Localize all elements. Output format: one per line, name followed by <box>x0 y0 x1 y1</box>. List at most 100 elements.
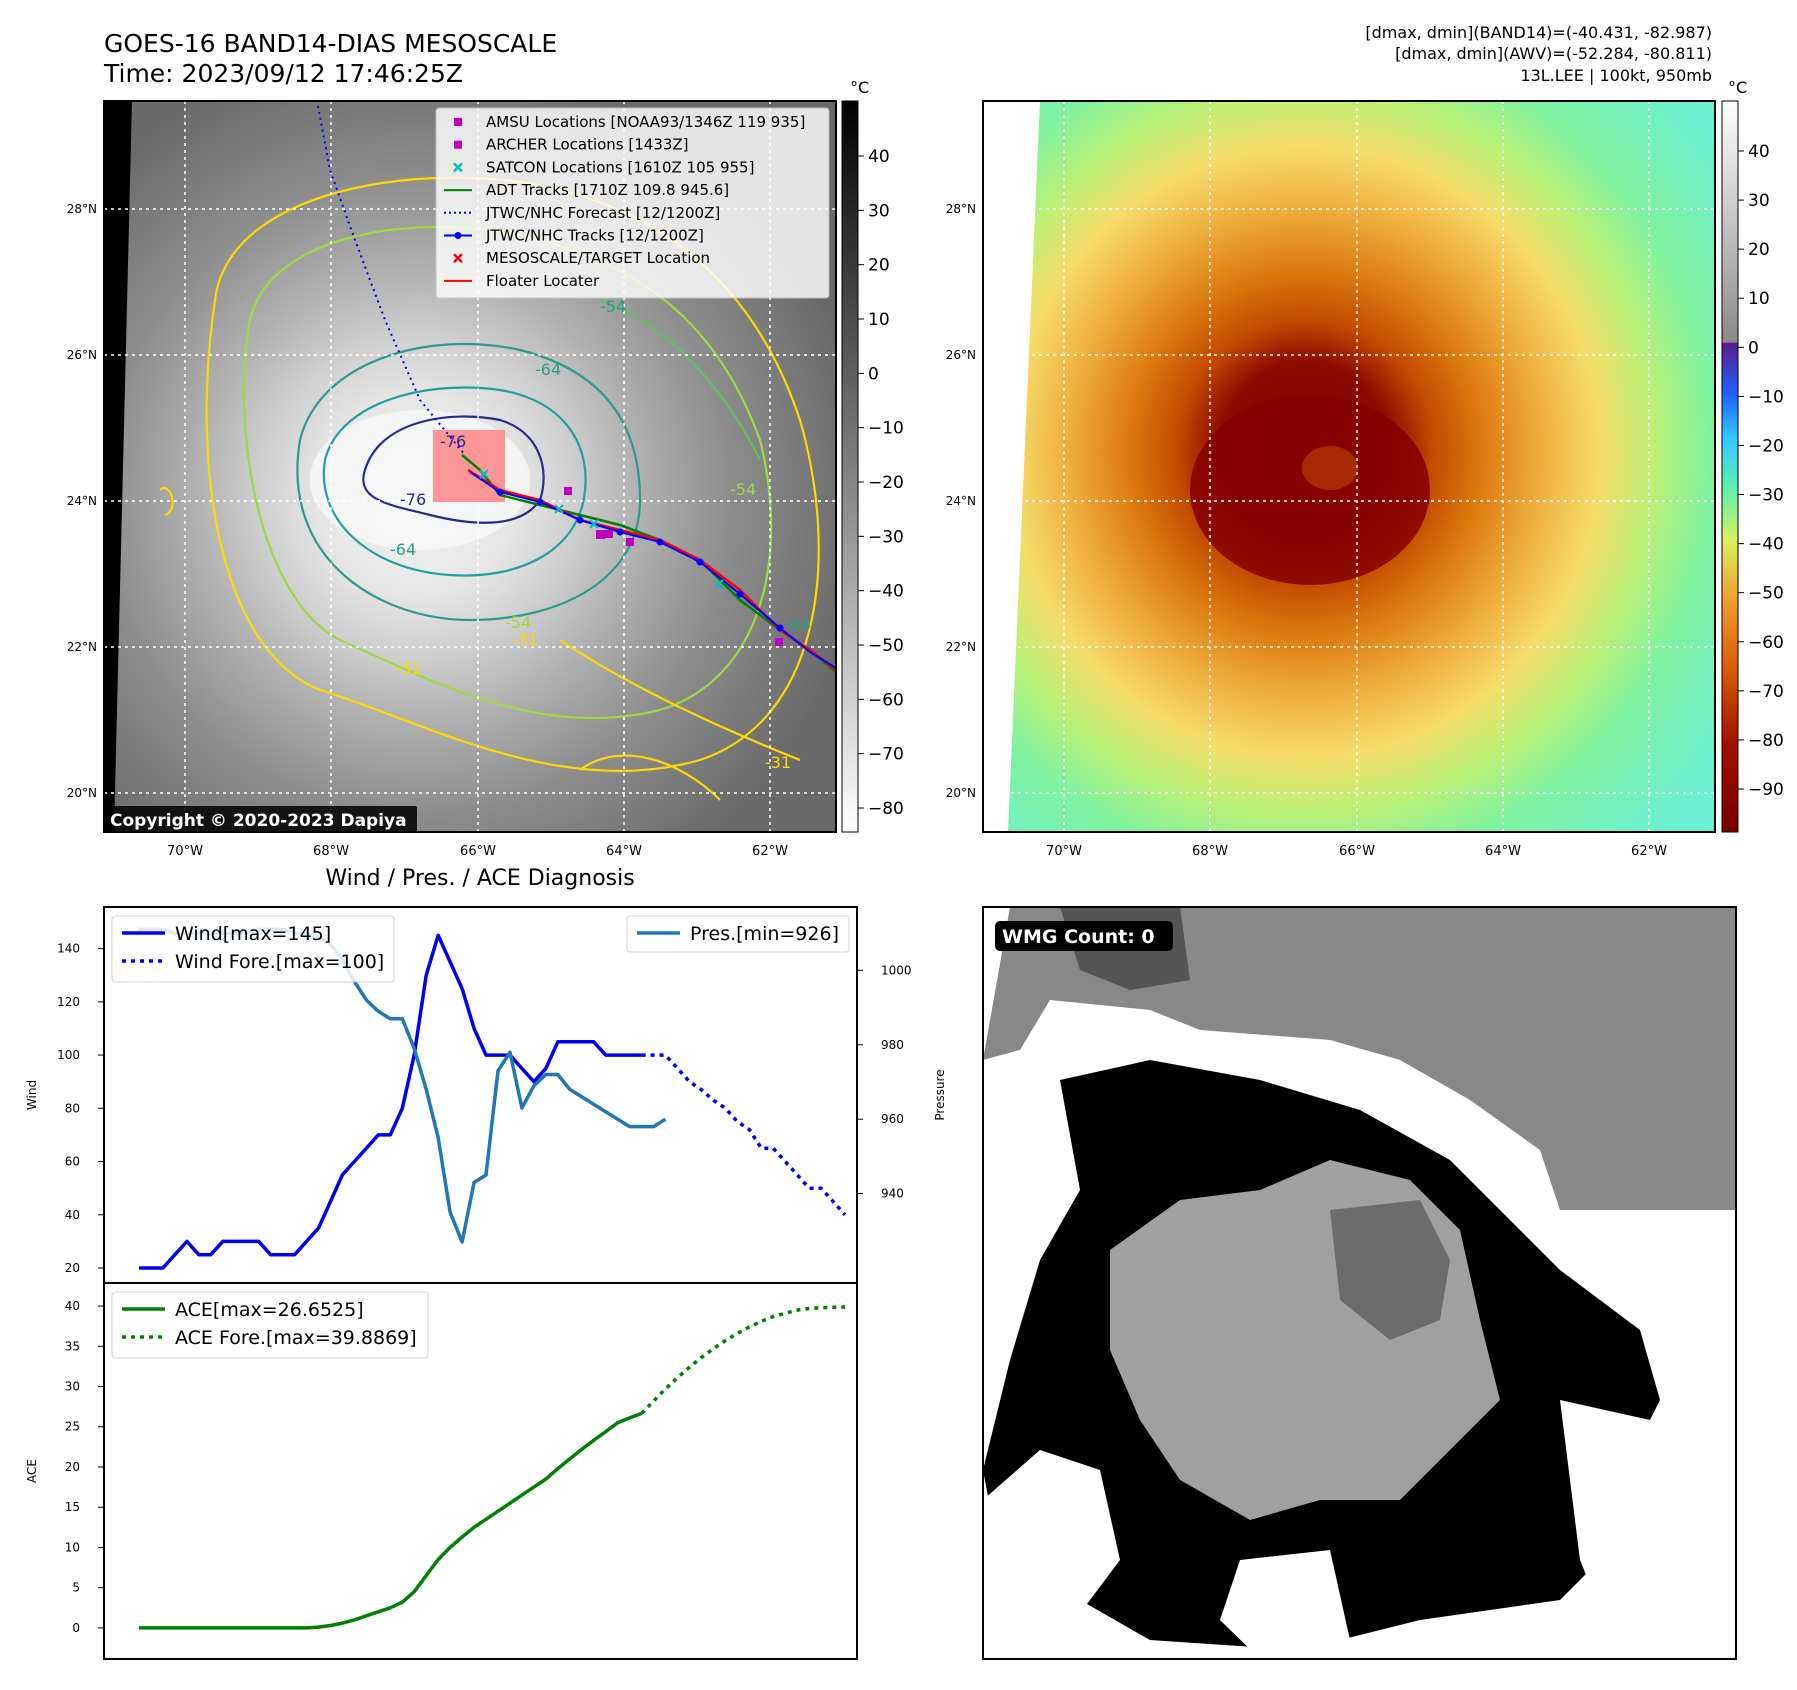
right-map-lat-label-4: 20°N <box>946 786 976 800</box>
windChart-ytick-label-6: 140 <box>57 942 80 956</box>
right-map-frame <box>982 100 1716 833</box>
windChart-y2tick-label-1: 960 <box>881 1112 904 1126</box>
left-map-lon-label-0: 70°W <box>167 844 203 859</box>
contour-label-3: -76 <box>400 490 426 509</box>
right-map-lon-label-0: 70°W <box>1046 844 1082 859</box>
right-colorbar-tick-label-3: 10 <box>1748 289 1770 309</box>
wmg-label: WMG Count: 0 <box>1002 926 1155 948</box>
right-colorbar-unit: °C <box>1728 78 1747 97</box>
eyewall-cold-region <box>1190 395 1430 585</box>
right-colorbar-tick-label-7: −30 <box>1748 486 1784 506</box>
aceChart-series-1 <box>640 1305 846 1415</box>
windChart-series-0 <box>139 933 642 1270</box>
jtwc-track-points <box>496 488 784 632</box>
stats-awv: [dmax, dmin](AWV)=(-52.284, -80.811) <box>1395 44 1712 63</box>
legend-label-2: SATCON Locations [1610Z 105 955] <box>486 158 754 176</box>
right-map-lon-label-4: 62°W <box>1631 844 1667 859</box>
right-colorbar-tick-label-12: −80 <box>1748 731 1784 751</box>
ace-legend: ACE[max=26.6525] ACE Fore.[max=39.8869] <box>111 1291 429 1359</box>
left-colorbar-unit: °C <box>850 78 869 97</box>
aceChart-ytick-label-7: 35 <box>65 1339 80 1353</box>
aceChart-ytick-label-5: 25 <box>65 1420 80 1434</box>
copyright-text: Copyright © 2020-2023 Dapiya <box>110 811 407 831</box>
aceChart-ytick-label-4: 20 <box>65 1460 80 1474</box>
right-map-lon-label-1: 68°W <box>1192 844 1228 859</box>
diagnosis-title: Wind / Pres. / ACE Diagnosis <box>325 866 634 891</box>
right-map-lat-label-1: 26°N <box>946 348 976 362</box>
windChart-ytick-label-5: 120 <box>57 995 80 1009</box>
aceChart-ytick-label-2: 10 <box>65 1540 80 1554</box>
right-map-lat-label-2: 24°N <box>946 494 976 508</box>
left-map-lat-label-1: 26°N <box>67 348 97 362</box>
right-colorbar-tick-label-8: −40 <box>1748 535 1784 555</box>
wmg-white-patch-left <box>983 1450 1120 1659</box>
legend-label-0: AMSU Locations [NOAA93/1346Z 119 935] <box>486 113 805 131</box>
contour-band-a <box>599 298 761 461</box>
left-map-lat-label-4: 20°N <box>67 786 97 800</box>
ace-axis-label: ACE <box>25 1459 39 1483</box>
legend-label-1: ARCHER Locations [1433Z] <box>486 136 689 154</box>
windChart-ytick-label-0: 20 <box>65 1261 80 1275</box>
contour-label-2: -64 <box>390 540 416 559</box>
wind-fore-legend-label: Wind Fore.[max=100] <box>175 951 384 973</box>
right-map-lon-label-3: 64°W <box>1485 844 1521 859</box>
right-colorbar-tick-label-10: −60 <box>1748 633 1784 653</box>
right-colorbar-tick-label-5: −10 <box>1748 387 1784 407</box>
right-colorbar-tick-label-1: 30 <box>1748 191 1770 211</box>
left-colorbar-bar <box>841 100 859 833</box>
right-colorbar-tick-label-4: 0 <box>1748 338 1759 358</box>
left-colorbar-tick-label-0: 40 <box>868 147 890 167</box>
map-legend-box <box>435 107 830 299</box>
wmg-white-patch-right <box>1560 1400 1736 1659</box>
contour-label-1: -54 <box>600 297 626 316</box>
pressure-legend: Pres.[min=926] <box>626 915 850 953</box>
windChart-y2tick-label-0: 940 <box>881 1187 904 1201</box>
contour-label-10: -64 <box>785 615 811 634</box>
contour-island <box>159 486 174 517</box>
contour-neg64-inner <box>322 386 587 577</box>
left-map-lat-label-2: 24°N <box>67 494 97 508</box>
storm-info: 13L.LEE | 100kt, 950mb <box>1520 66 1712 85</box>
aceChart-ytick-label-3: 15 <box>65 1500 80 1514</box>
right-colorbar-tick-label-0: 40 <box>1748 142 1770 162</box>
windChart-ytick-label-3: 80 <box>65 1101 80 1115</box>
right-colorbar-bar <box>1721 100 1739 833</box>
wind-legend: Wind[max=145] Wind Fore.[max=100] <box>111 915 395 983</box>
ace-fore-legend-label: ACE Fore.[max=39.8869] <box>175 1327 417 1349</box>
left-map-lon-label-1: 68°W <box>313 844 349 859</box>
legend-label-4: JTWC/NHC Forecast [12/1200Z] <box>485 204 720 222</box>
left-colorbar-tick-label-5: −10 <box>868 419 904 439</box>
left-colorbar-tick-label-9: −50 <box>868 636 904 656</box>
left-colorbar: °C 40 30 20 10 0 −10 −20 −30 −40 −50 −60 −70 −80 <box>841 78 904 833</box>
contour-label-6: -54 <box>505 613 531 632</box>
left-map-lat-label-0: 28°N <box>67 202 97 216</box>
ir-grayscale-map: -54 -64 -76 -76 -64 -54 -31 -54 -31 -64 … <box>103 100 837 833</box>
left-colorbar-tick-label-8: −40 <box>868 582 904 602</box>
left-colorbar-tick-label-12: −80 <box>868 799 904 819</box>
aceChart-ytick-label-0: 0 <box>72 1621 80 1635</box>
ace-legend-box <box>111 1291 429 1359</box>
aceChart-ytick-label-8: 40 <box>65 1299 80 1313</box>
legend-label-5: JTWC/NHC Tracks [12/1200Z] <box>485 227 704 245</box>
pressure-axis-label: Pressure <box>933 1069 947 1120</box>
wind-pressure-chart: 20 40 60 80 100 120 140 940 960 980 1000 Wind Pres… <box>25 906 947 1284</box>
ace-chart: 0 5 10 15 20 25 30 35 40 ACE ACE[max=26.6525] AC… <box>25 1282 858 1660</box>
left-colorbar-tick-label-3: 10 <box>868 310 890 330</box>
wmg-panel: WMG Count: 0 <box>982 906 1737 1660</box>
left-map-lon-label-3: 64°W <box>606 844 642 859</box>
stats-band14: [dmax, dmin](BAND14)=(-40.431, -82.987) <box>1365 23 1712 42</box>
right-colorbar: °C 40 30 20 10 0 −10 −20 −30 −40 −50 −60 −70 −80 −90 <box>1721 78 1784 833</box>
windChart-ytick-label-2: 60 <box>65 1155 80 1169</box>
legend-label-3: ADT Tracks [1710Z 109.8 945.6] <box>486 181 729 199</box>
contour-band-b <box>559 639 801 762</box>
left-map-lon-label-4: 62°W <box>752 844 788 859</box>
right-map-lat-label-3: 22°N <box>946 640 976 654</box>
right-colorbar-tick-label-9: −50 <box>1748 584 1784 604</box>
wind-legend-box <box>111 915 395 983</box>
map-legend: AMSU Locations [NOAA93/1346Z 119 935] ARC… <box>435 107 830 299</box>
wmg-frame <box>982 906 1737 1660</box>
figure-title: GOES-16 BAND14-DIAS MESOSCALE <box>104 29 557 58</box>
wmg-label-box <box>995 921 1173 951</box>
windChart-series-1 <box>641 1053 847 1216</box>
